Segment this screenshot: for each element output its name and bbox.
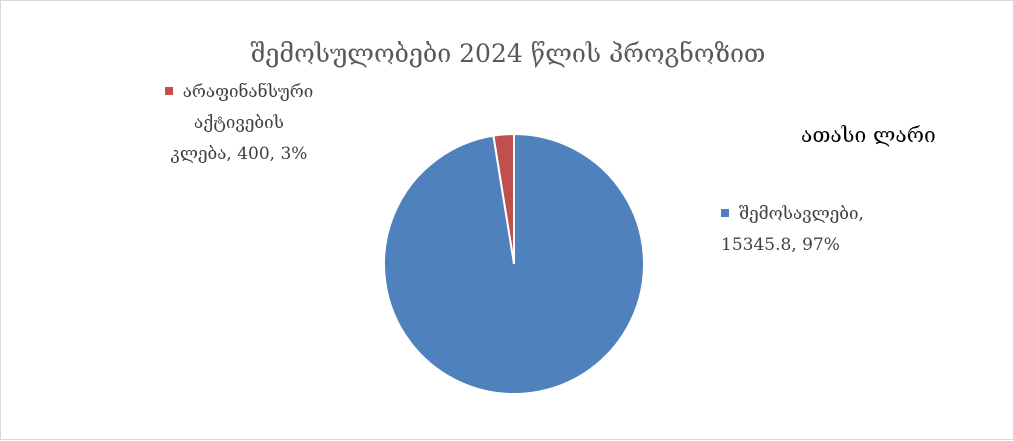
data-label-line: არაფინანსური: [182, 82, 314, 102]
series-marker: [164, 87, 173, 95]
data-label-line: კლება, 400, 3%: [170, 144, 308, 164]
data-label-revenues: შემოსავლები, 15345.8, 97%: [721, 199, 971, 261]
pie-slice: [383, 132, 645, 395]
data-label-line: აქტივების: [194, 113, 284, 133]
chart-title: შემოსულობები 2024 წლის პროგნოზით: [250, 39, 766, 68]
series-marker: [721, 209, 729, 217]
data-label-line: 15345.8, 97%: [721, 235, 840, 255]
unit-label: ათასი ლარი: [801, 123, 936, 147]
data-label-non-financial-assets: არაფინანსური აქტივების კლება, 400, 3%: [119, 77, 359, 170]
data-label-line: შემოსავლები,: [739, 204, 864, 224]
